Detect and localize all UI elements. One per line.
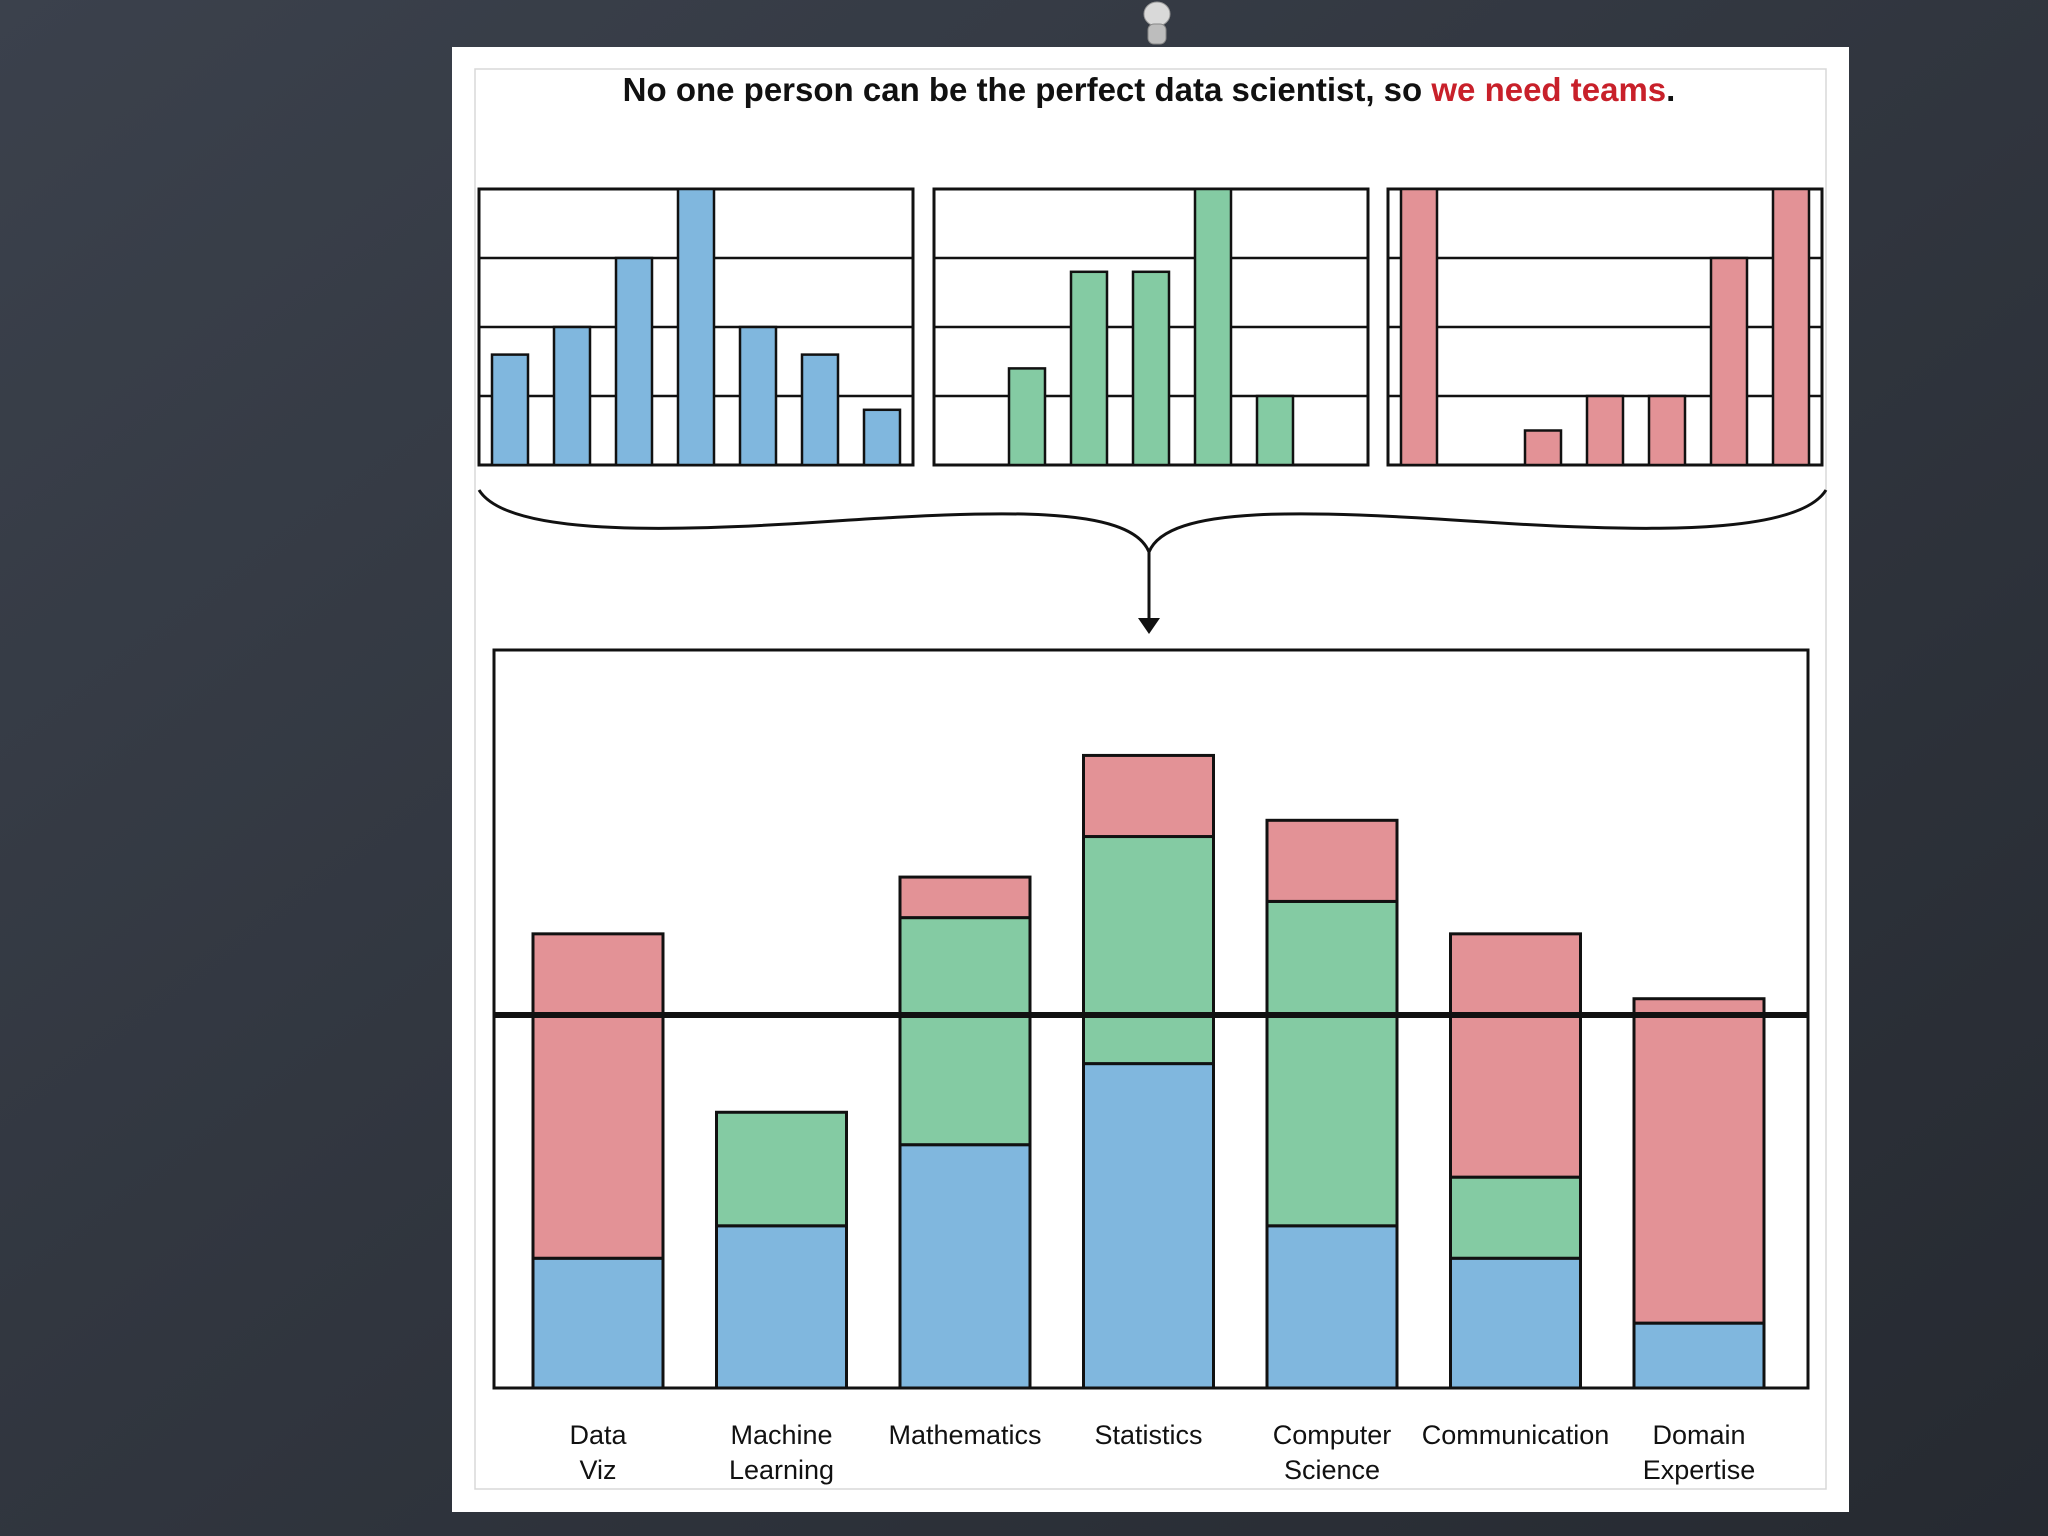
panel-bar [1771,187,1811,467]
bar-segment [531,932,665,1260]
bar-segment [898,916,1032,1147]
x-tick-label: Computer Science [1272,1420,1392,1485]
x-tick-label: Communication [1421,1420,1610,1450]
bar-segment [1449,1175,1582,1260]
panel-bar [1193,187,1233,467]
bar-segment [531,1256,665,1390]
bar-segment [898,1143,1032,1390]
panel-bar [1007,367,1047,467]
panel-bar [1709,256,1749,467]
title-part: No one person can be the perfect data sc… [623,71,1432,108]
panel-bar [1069,270,1109,467]
panel-bar [552,325,592,467]
panel-bar [490,353,530,467]
pin-body [1147,23,1167,45]
panel-bar [800,353,840,467]
panel-bar [862,408,902,467]
panel-bar [614,256,654,467]
panel-bar [1647,394,1687,467]
bar-segment [898,875,1032,920]
pin-head [1143,1,1171,27]
panel-bar [1523,429,1563,467]
panel-bar [1399,187,1439,467]
x-tick-label: Domain Expertise [1642,1420,1756,1485]
title-part: we need teams [1430,71,1666,108]
bar-segment [1265,899,1399,1228]
panel-bar [676,187,716,467]
panel-bar [1131,270,1171,467]
bar-segment [1632,1321,1766,1390]
x-tick-label: Machine Learning [728,1420,835,1485]
bar-segment [1265,818,1399,903]
panel-bar [1585,394,1625,467]
bar-segment [1265,1224,1399,1390]
bar-segment [715,1224,848,1390]
x-tick-label: Statistics [1094,1420,1203,1450]
bar-segment [1632,997,1766,1325]
x-tick-label: Data Viz [569,1420,627,1485]
bar-segment [1082,1062,1215,1390]
title-part: . [1666,71,1675,108]
panel-bar [738,325,778,467]
bar-segment [1082,753,1215,839]
bar-segment [1449,1256,1582,1390]
card-border [474,68,1827,1490]
panel-bar [1255,394,1295,467]
arrow-head [1138,618,1160,634]
x-tick-label: Mathematics [888,1420,1042,1450]
bar-segment [1082,835,1215,1066]
brace [477,489,1828,622]
bar-segment [1449,932,1582,1179]
chart-title: No one person can be the perfect data sc… [623,71,1676,108]
bar-segment [715,1110,848,1228]
